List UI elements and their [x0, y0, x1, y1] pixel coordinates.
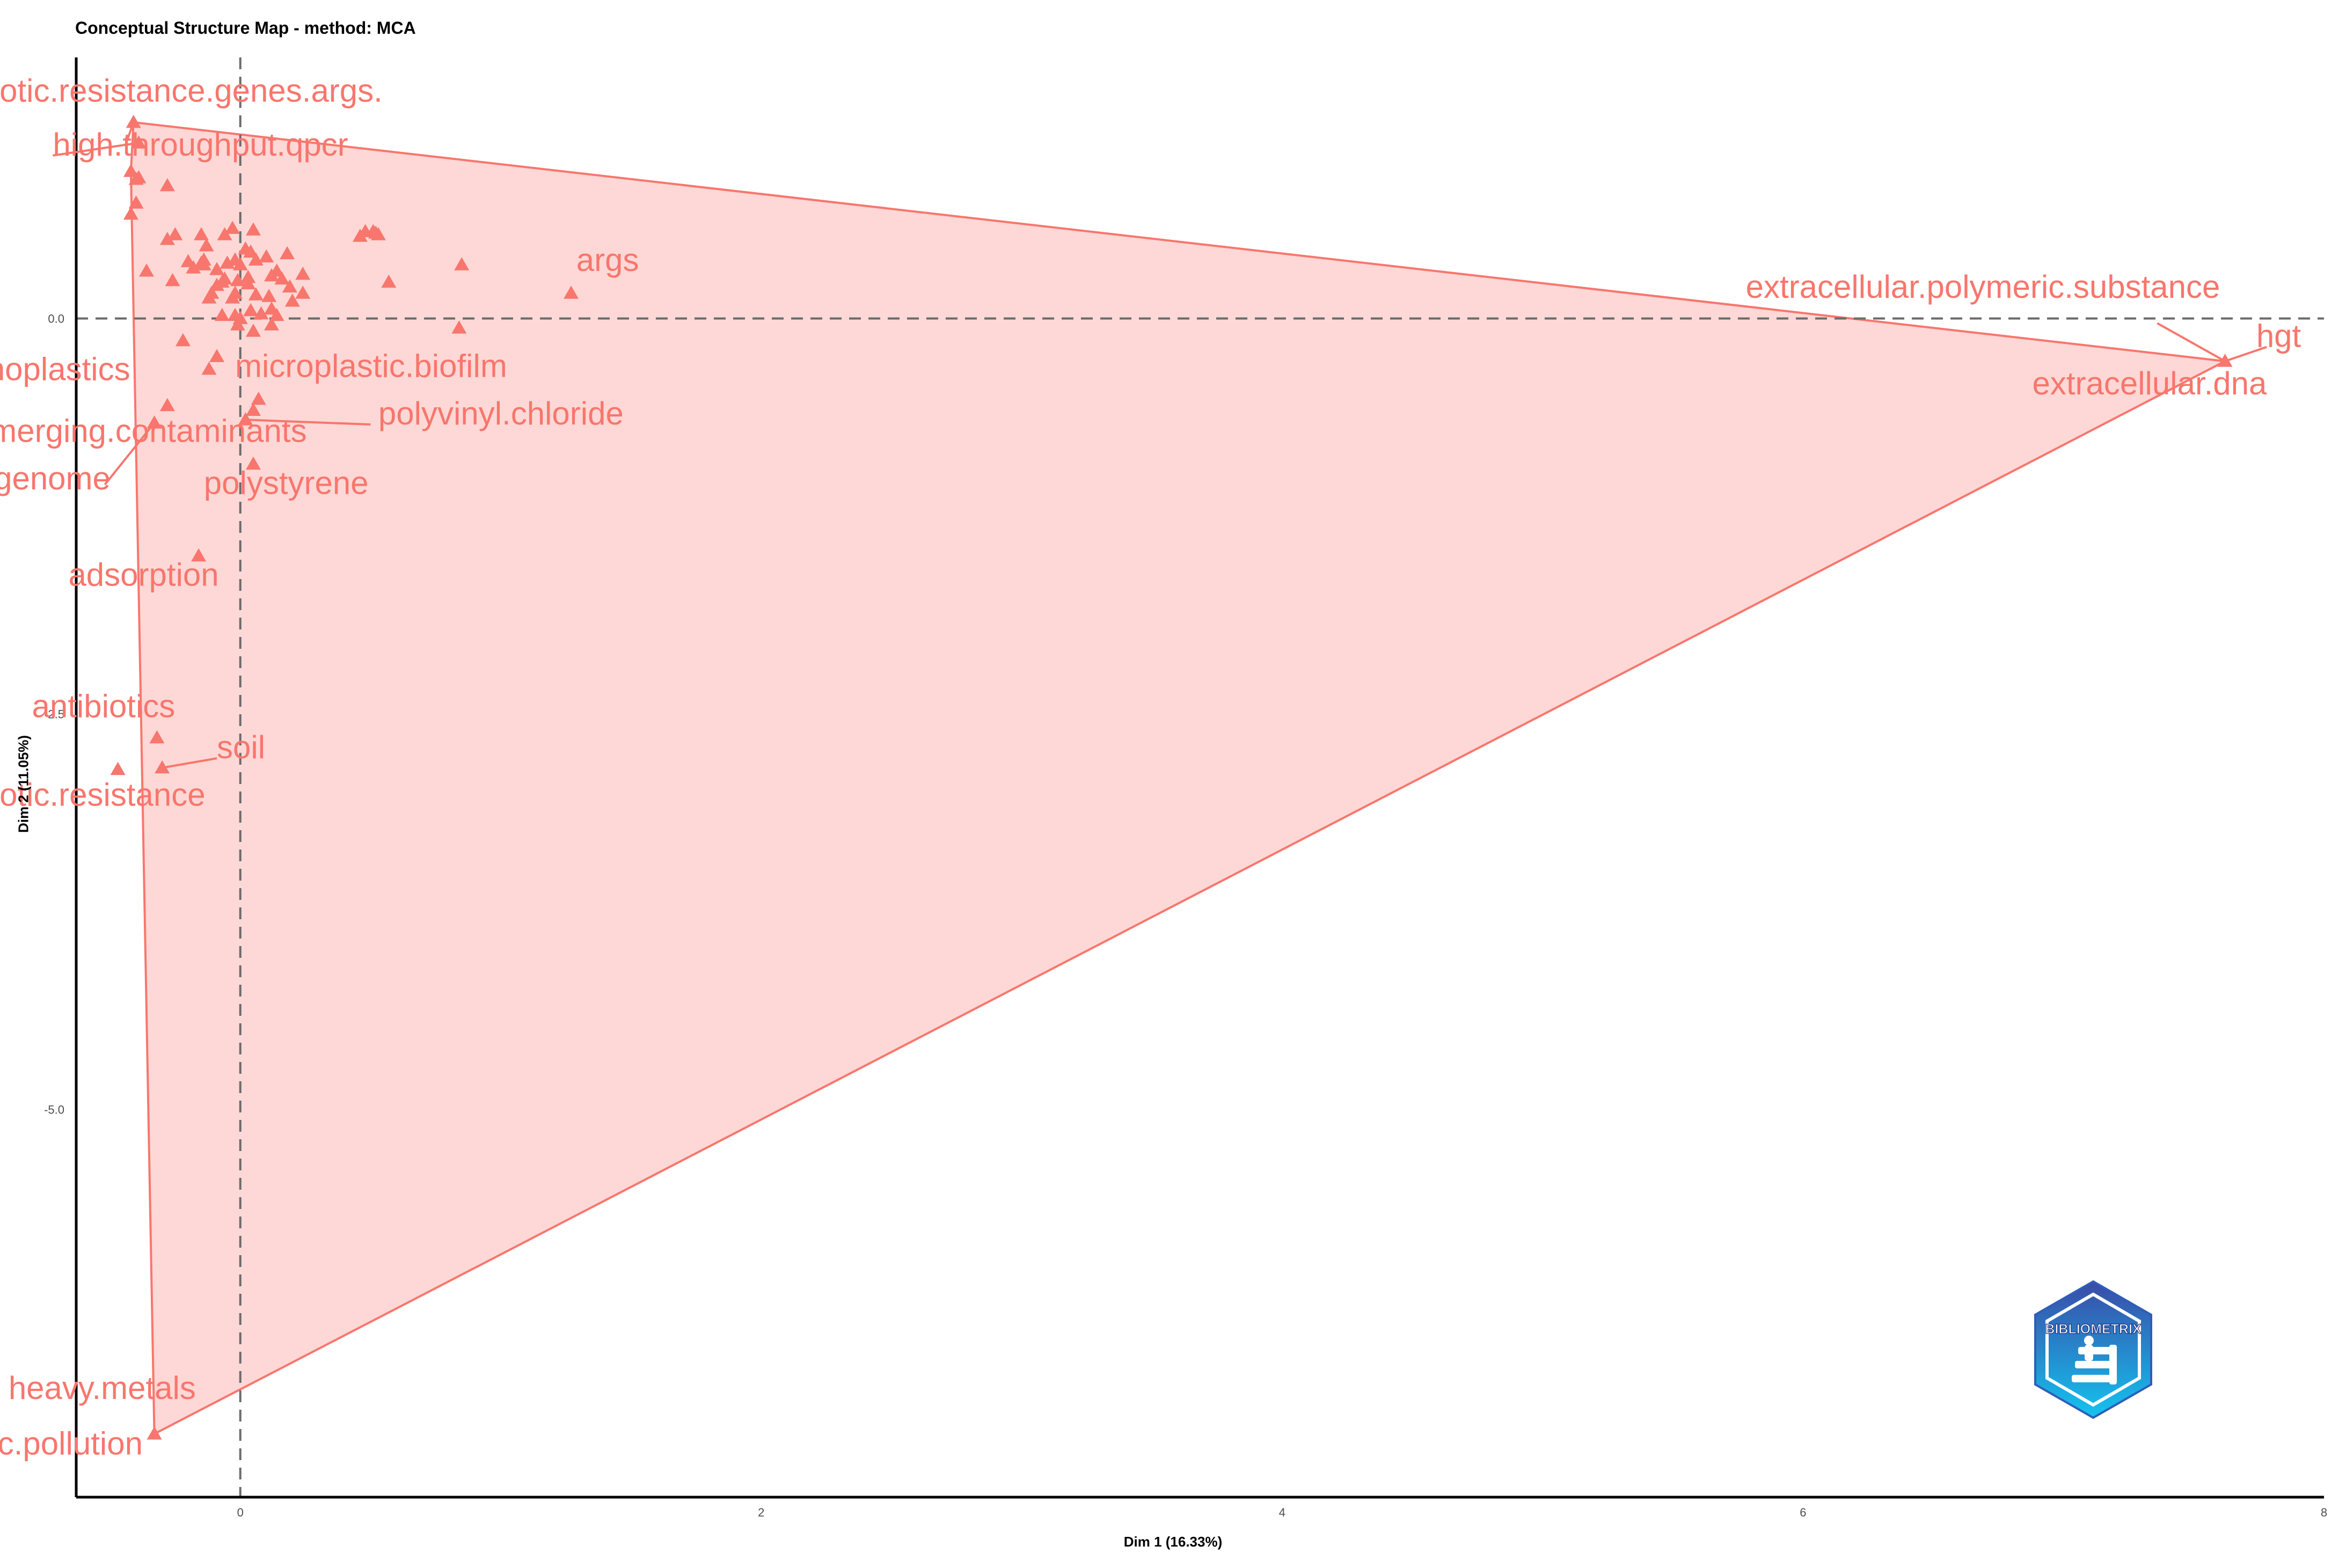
- point-label: extracellular.dna: [2032, 365, 2267, 401]
- y-tick-label: 0.0: [48, 312, 64, 325]
- y-tick-label: -5.0: [44, 1103, 64, 1117]
- y-axis-title: Dim 2 (11.05%): [16, 735, 32, 833]
- point-label: polyvinyl.chloride: [378, 395, 624, 431]
- point-label: microplastic.biofilm: [235, 348, 507, 384]
- point-label: plastic.pollution: [0, 1425, 143, 1461]
- point-label: high.throughput.qpcr: [53, 127, 348, 163]
- x-tick-label: 4: [1279, 1506, 1285, 1519]
- x-axis-title: Dim 1 (16.33%): [0, 1534, 2346, 1550]
- x-tick-label: 6: [1800, 1506, 1806, 1519]
- point-label: antibiotics: [32, 688, 176, 724]
- point-label: hgt: [2256, 318, 2301, 354]
- logo-text: BIBLIOMETRIX: [2045, 1322, 2141, 1337]
- x-tick-label: 2: [758, 1506, 764, 1519]
- data-point: [126, 115, 141, 128]
- point-label: emerging.contaminants: [0, 413, 307, 449]
- x-tick-label: 8: [2321, 1506, 2327, 1519]
- bibliometrix-logo: BIBLIOMETRIX: [2029, 1277, 2158, 1427]
- point-label: heavy.metals: [9, 1370, 196, 1406]
- point-label: args: [576, 242, 639, 278]
- point-label: polystyrene: [204, 465, 369, 501]
- data-point: [111, 762, 126, 775]
- point-label: nanoplastics: [0, 351, 130, 387]
- point-label: metagenome: [0, 460, 111, 496]
- point-label: adsorption: [68, 557, 218, 593]
- x-tick-label: 0: [237, 1506, 244, 1519]
- point-label: antibiotic.resistance.genes.args.: [0, 73, 383, 109]
- point-label: soil: [217, 729, 265, 765]
- point-label: extracellular.polymeric.substance: [1746, 269, 2220, 305]
